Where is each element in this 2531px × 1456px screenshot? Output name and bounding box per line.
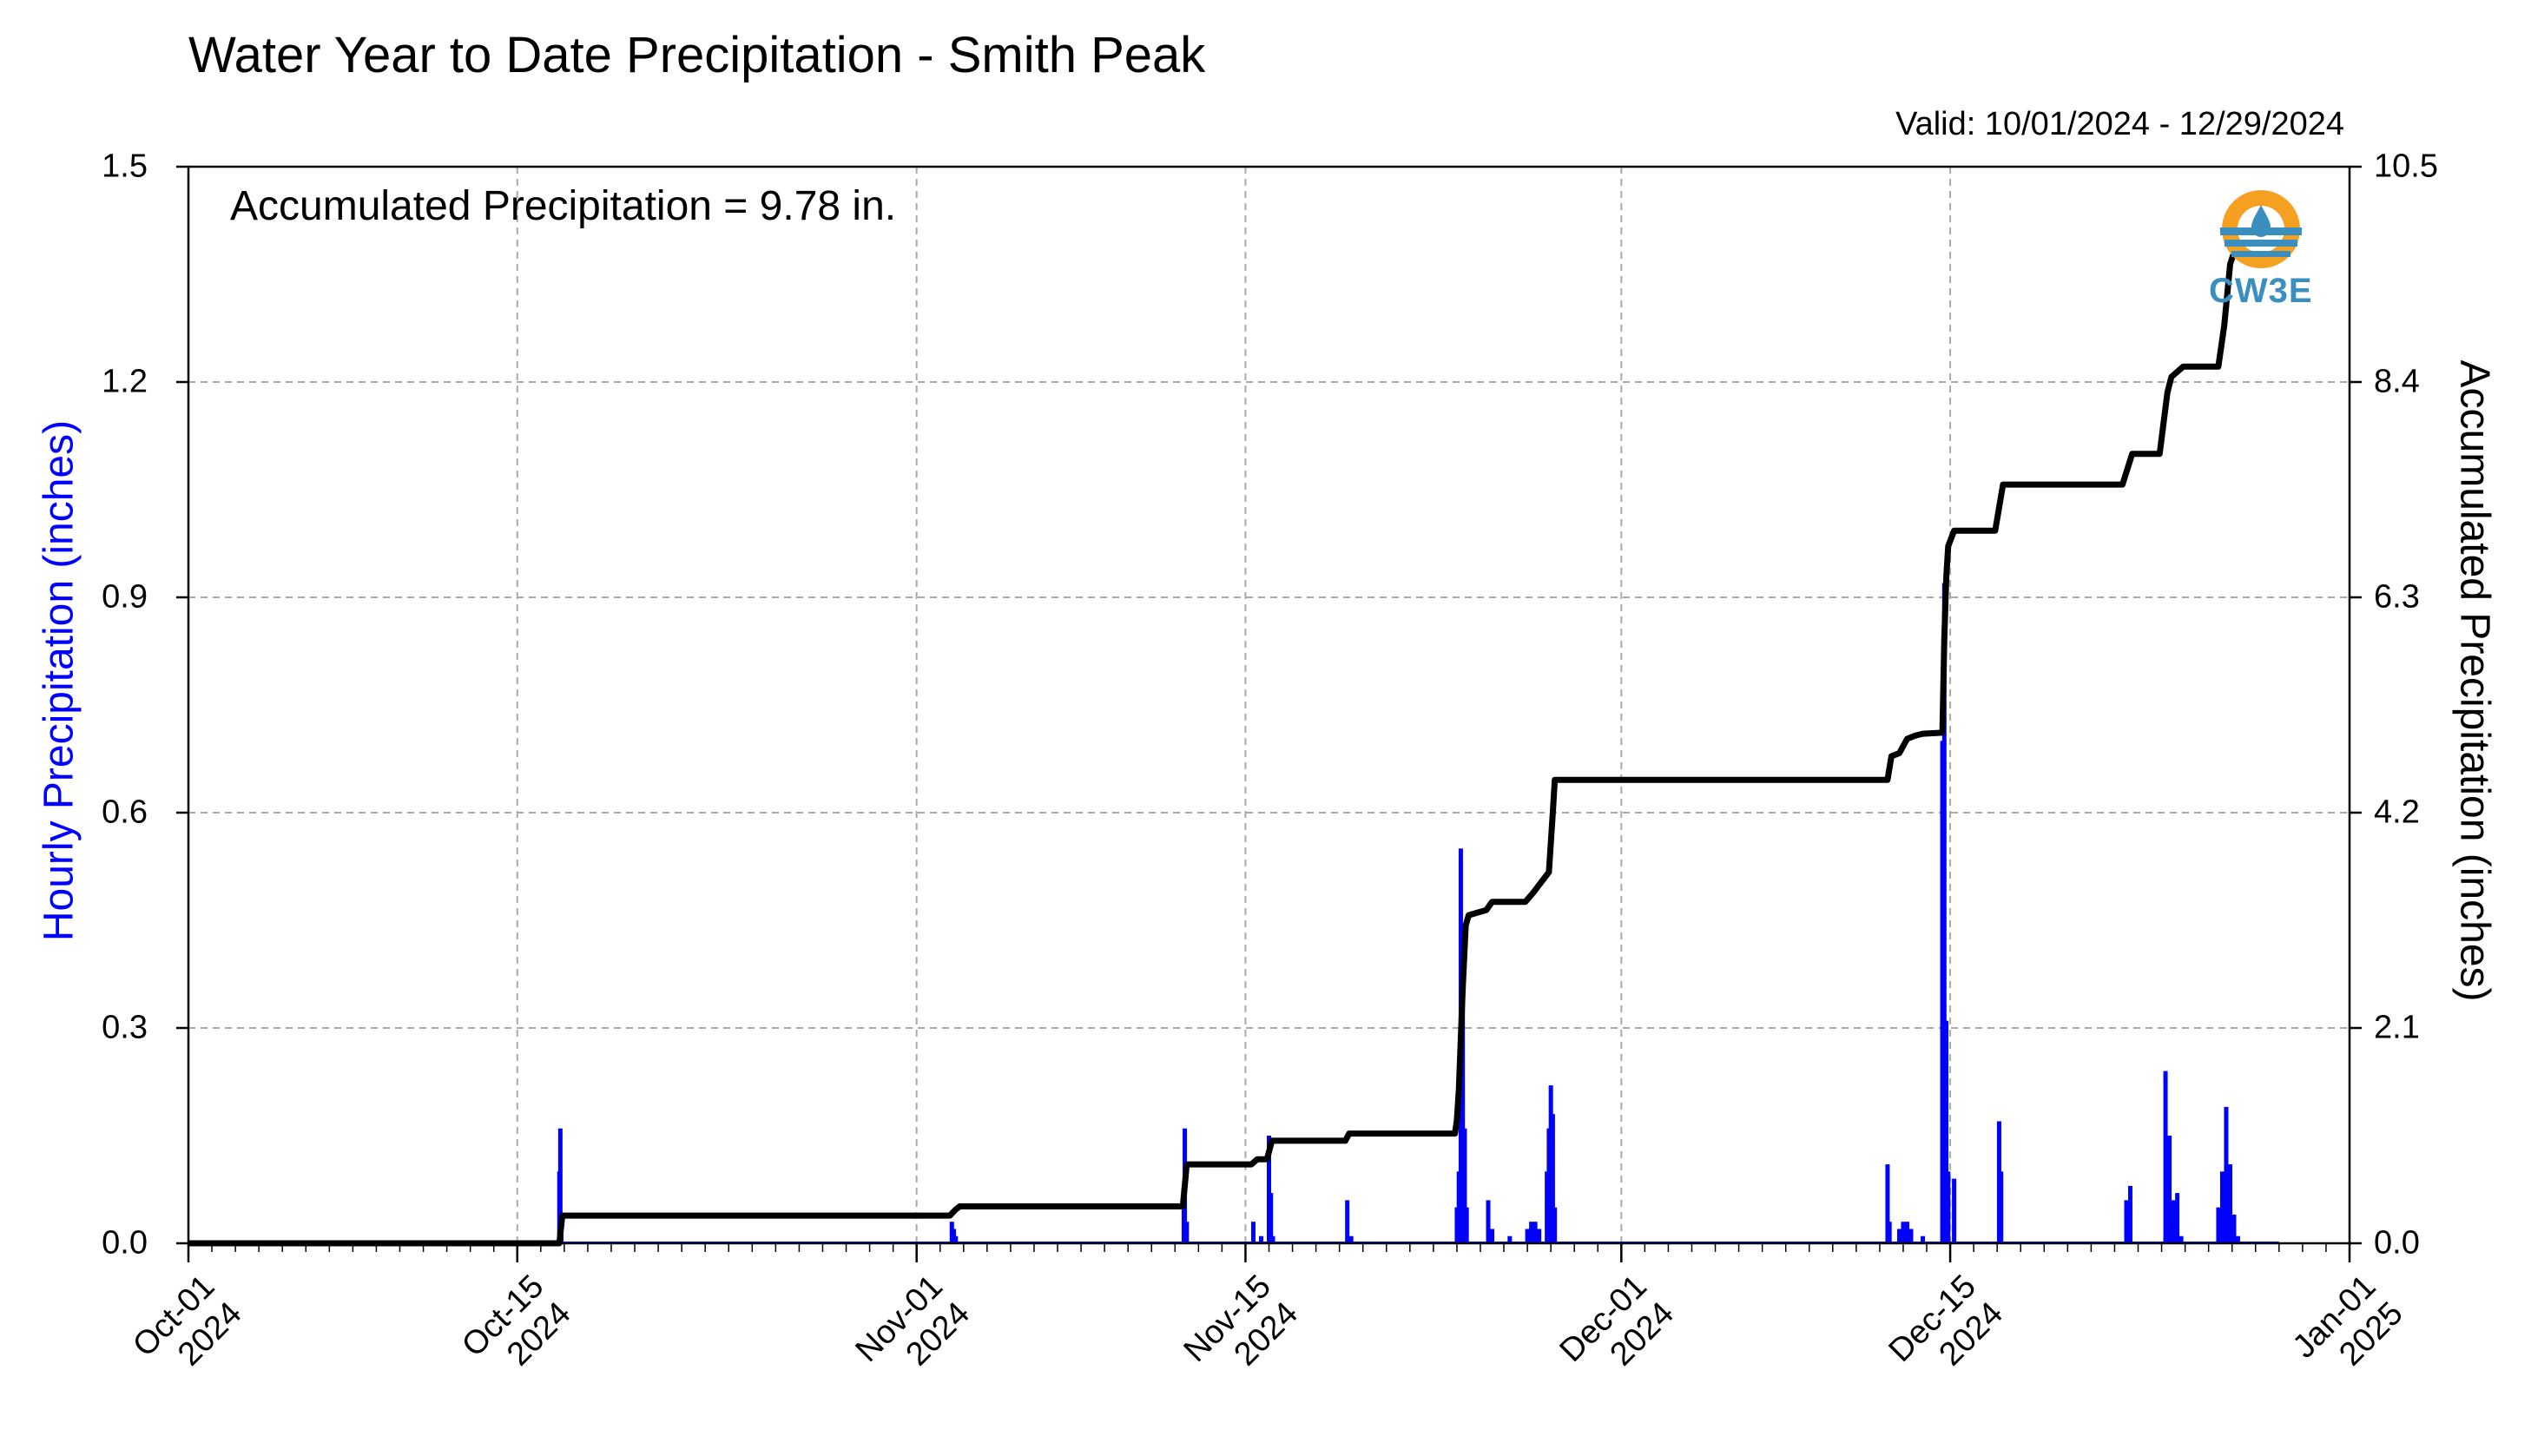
hourly-bar — [1267, 1136, 1271, 1243]
hourly-bar — [1901, 1222, 1906, 1243]
hourly-bars — [188, 583, 2279, 1243]
hourly-bar — [1887, 1222, 1892, 1243]
plot-frame — [187, 165, 2351, 1245]
hourly-bar — [1908, 1229, 1914, 1243]
hourly-bar — [2219, 1171, 2225, 1243]
hourly-bar — [1885, 1164, 1890, 1243]
accumulated-total-annotation: Accumulated Precipitation = 9.78 in. — [230, 183, 897, 229]
hourly-bar — [1348, 1235, 1354, 1243]
hourly-bar — [1486, 1200, 1491, 1243]
accumulated-line — [188, 237, 2279, 1247]
hourly-bar — [1952, 1178, 1957, 1243]
hourly-bar — [2235, 1235, 2240, 1243]
hourly-bar — [1550, 1114, 1555, 1243]
hourly-bar — [1896, 1229, 1902, 1243]
hourly-bar — [1999, 1171, 2004, 1243]
hourly-bar — [1532, 1222, 1538, 1243]
y-left-tick-label: 1.5 — [102, 148, 148, 185]
hourly-bar — [1944, 1020, 1949, 1243]
hourly-bar — [557, 1128, 563, 1243]
hourly-bar — [2231, 1214, 2237, 1243]
hourly-bar — [1490, 1229, 1495, 1243]
y-axis-right-label: Accumulated Precipitation (inches) — [2451, 359, 2498, 1002]
y-left-tick-label: 1.2 — [102, 363, 148, 400]
y-right-tick-label: 0.0 — [2374, 1224, 2420, 1262]
y-axis-left-label: Hourly Precipitation (inches) — [36, 419, 82, 942]
hourly-bar — [1270, 1235, 1275, 1243]
hourly-bar — [1460, 956, 1466, 1243]
y-left-tick-label: 0.6 — [102, 794, 148, 831]
hourly-bar — [1258, 1235, 1263, 1243]
hourly-bar — [1529, 1222, 1534, 1243]
y-left-tick-label: 0.9 — [102, 578, 148, 616]
y-left-tick-label: 0.0 — [102, 1224, 148, 1262]
y-right-tick-label: 2.1 — [2374, 1009, 2420, 1046]
cw3e-logo-text: CW3E — [2209, 272, 2313, 310]
hourly-bar — [1507, 1235, 1513, 1243]
hourly-bar — [1552, 1207, 1558, 1243]
hourly-bar — [2224, 1106, 2229, 1243]
y-right-tick-label: 6.3 — [2374, 578, 2420, 616]
hourly-bar — [1537, 1229, 1542, 1243]
grid-lines — [188, 167, 2350, 1243]
hourly-bar — [2167, 1136, 2172, 1243]
hourly-bar — [1345, 1200, 1350, 1243]
hourly-bar — [1269, 1193, 1274, 1243]
hourly-bar — [1946, 1171, 1951, 1243]
hourly-bar — [953, 1235, 959, 1243]
hourly-bar — [2227, 1164, 2232, 1243]
hourly-bar — [2171, 1200, 2176, 1243]
axis-ticks — [176, 165, 2362, 1262]
hourly-bar — [1462, 1128, 1467, 1243]
hourly-bar — [2175, 1193, 2180, 1243]
hourly-bar — [1184, 1222, 1190, 1243]
y-right-tick-label: 4.2 — [2374, 794, 2420, 831]
hourly-bar — [1904, 1222, 1909, 1243]
hourly-bar — [2124, 1200, 2129, 1243]
hourly-bar — [1921, 1235, 1926, 1243]
hourly-bar — [1941, 583, 1947, 1243]
hourly-bar — [1464, 1207, 1469, 1243]
chart-title: Water Year to Date Precipitation - Smith… — [188, 27, 1206, 83]
accumulated-series-line — [188, 237, 2279, 1247]
y-left-tick-label: 0.3 — [102, 1009, 148, 1046]
hourly-bar — [2163, 1071, 2168, 1243]
hourly-bar — [1250, 1222, 1256, 1243]
hourly-bar — [2178, 1235, 2184, 1243]
hourly-bar — [1525, 1229, 1530, 1243]
y-right-tick-label: 8.4 — [2374, 363, 2420, 400]
cw3e-logo-icon — [2220, 190, 2302, 268]
hourly-bar — [2127, 1185, 2132, 1243]
hourly-bar — [2216, 1207, 2221, 1243]
y-right-tick-label: 10.5 — [2374, 148, 2438, 185]
valid-date-range: Valid: 10/01/2024 - 12/29/2024 — [1895, 106, 2344, 142]
